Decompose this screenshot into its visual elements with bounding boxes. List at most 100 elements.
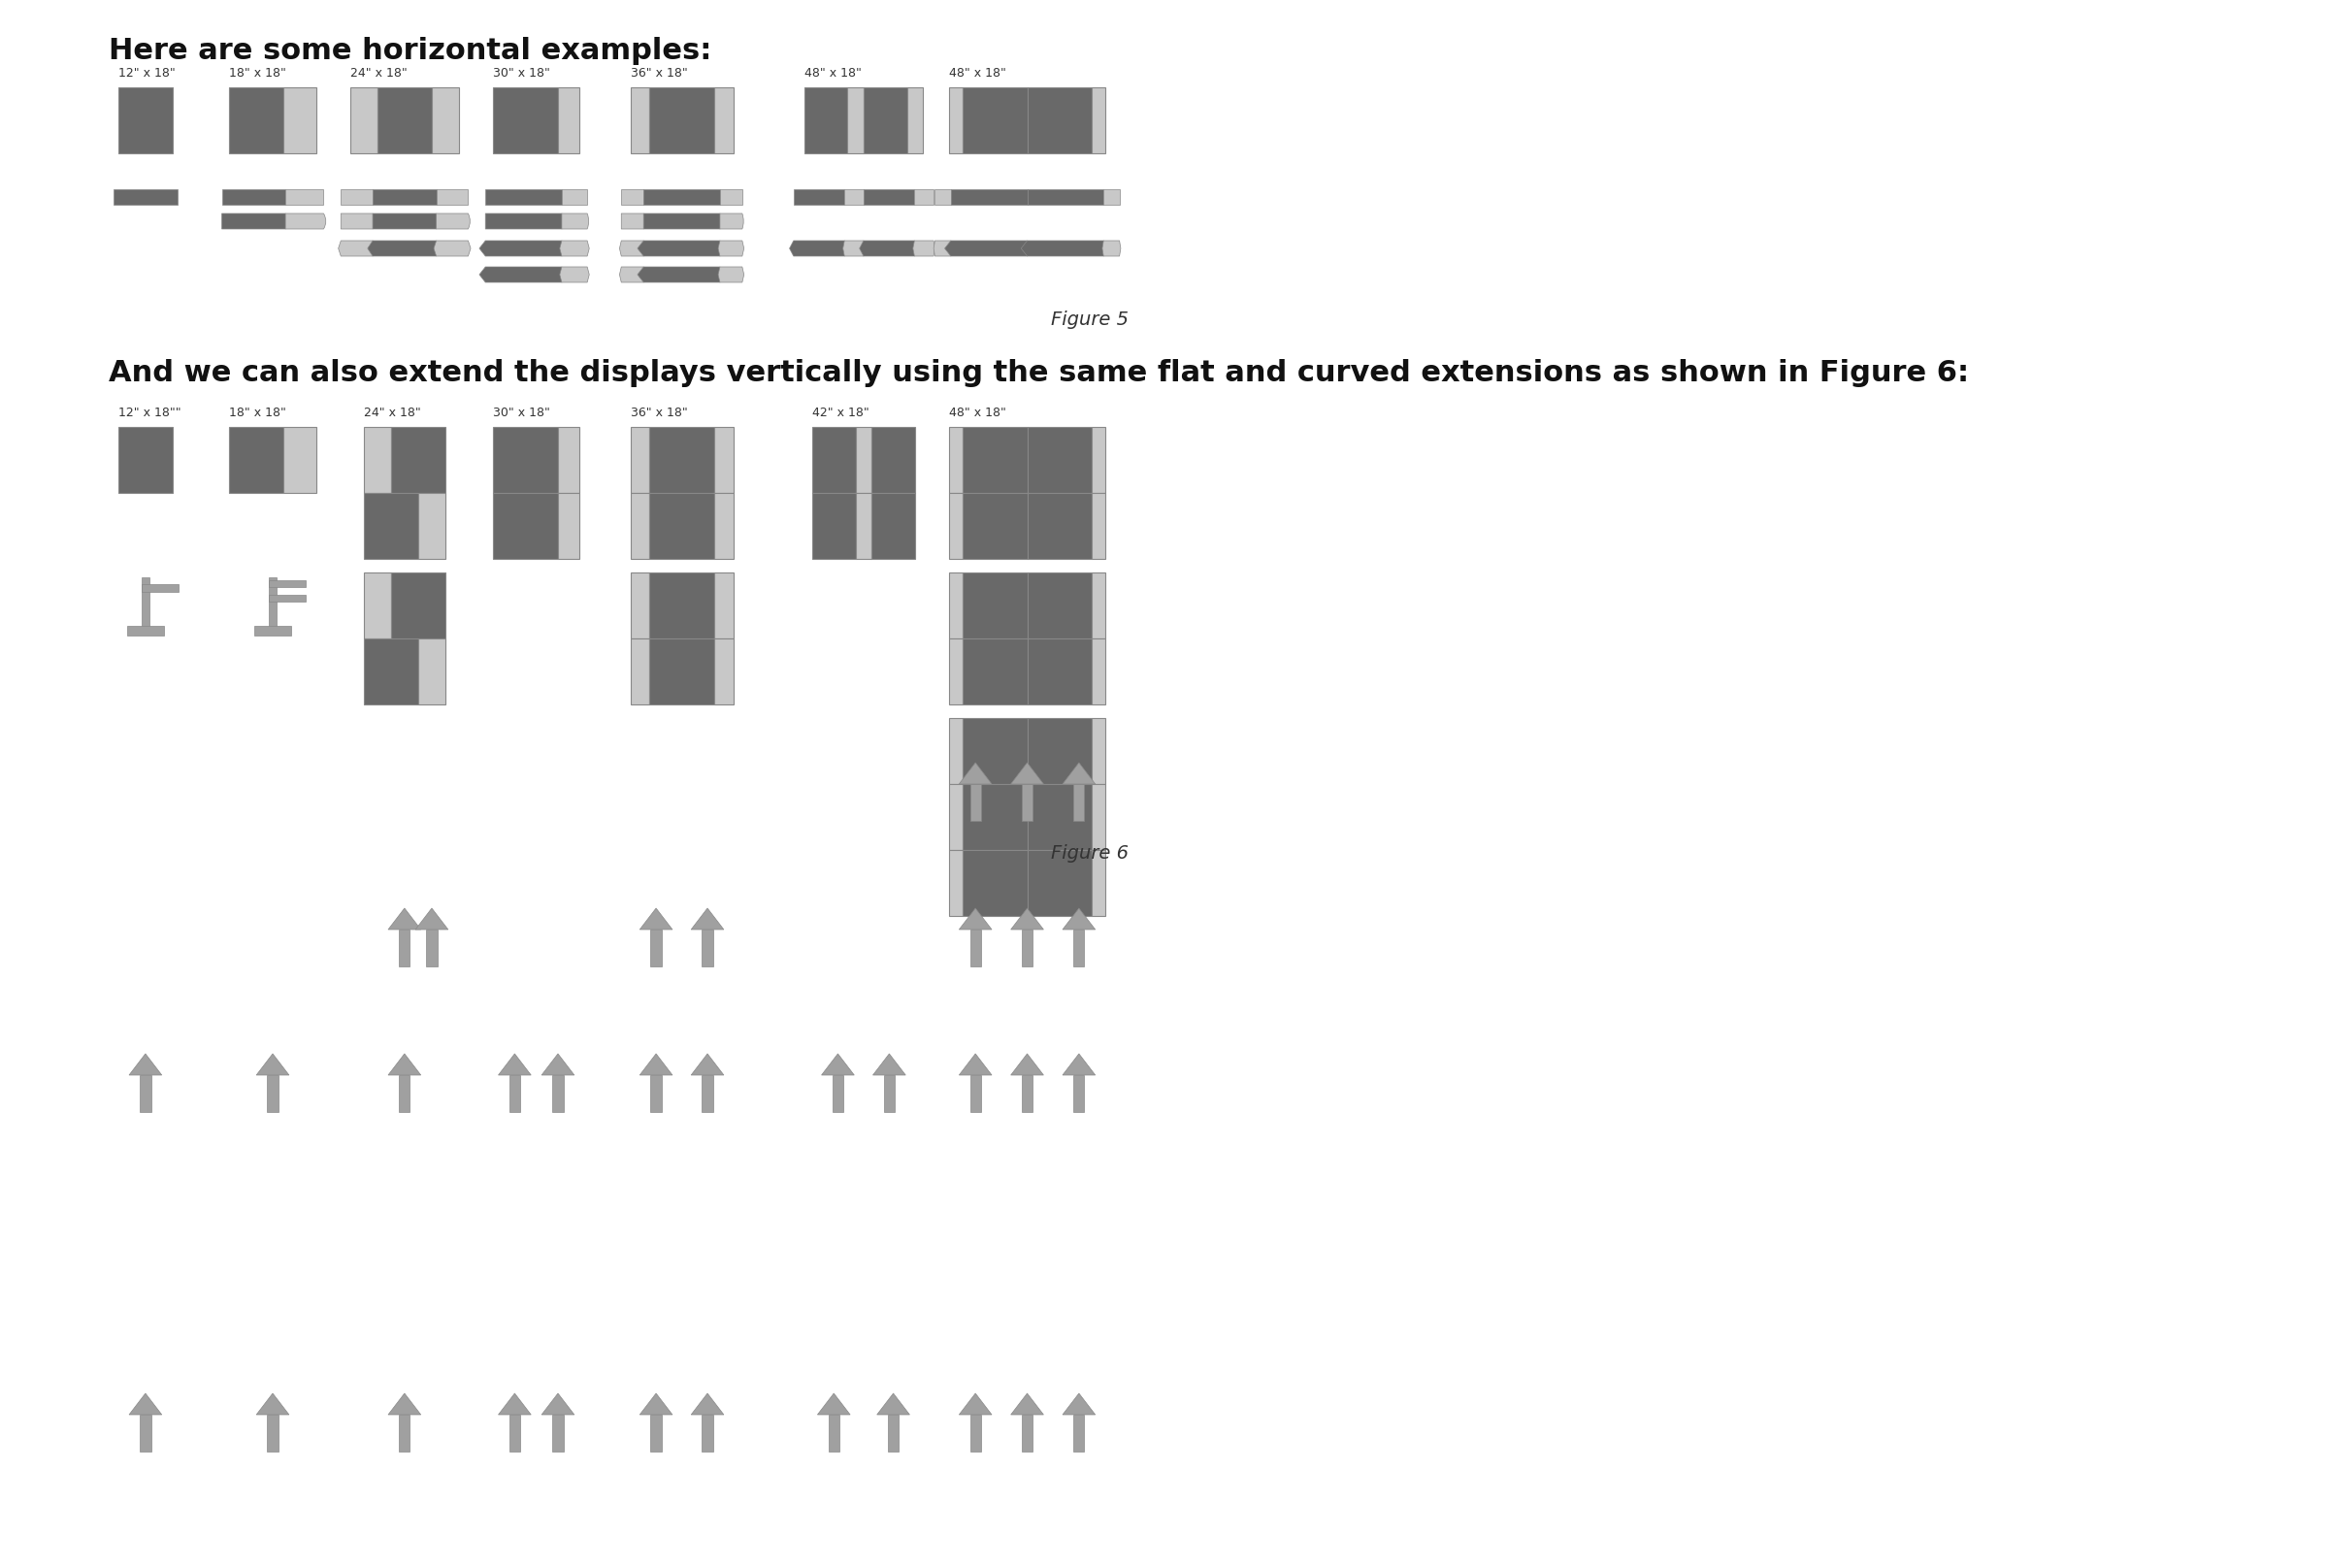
Bar (268, 1414, 279, 1452)
Bar (970, 1076, 982, 1112)
Bar (1022, 1076, 1033, 1112)
Bar (649, 492, 714, 558)
Polygon shape (959, 908, 991, 930)
PathPatch shape (719, 240, 745, 256)
Bar (1091, 492, 1105, 558)
Bar (1026, 572, 1091, 638)
PathPatch shape (621, 213, 645, 229)
Bar (631, 426, 649, 492)
Bar (142, 577, 149, 630)
Bar (631, 572, 649, 638)
Bar (652, 1076, 661, 1112)
PathPatch shape (479, 267, 568, 282)
Polygon shape (389, 1394, 421, 1414)
Bar (621, 190, 645, 205)
Bar (719, 190, 742, 205)
Polygon shape (1010, 1054, 1042, 1076)
Polygon shape (389, 908, 421, 930)
Text: 48" x 18": 48" x 18" (949, 406, 1005, 419)
PathPatch shape (286, 213, 326, 229)
Bar (649, 88, 714, 154)
PathPatch shape (638, 267, 726, 282)
Bar (1091, 718, 1105, 784)
Polygon shape (128, 1054, 163, 1076)
Polygon shape (542, 1394, 575, 1414)
Bar (1073, 1414, 1084, 1452)
Text: 30" x 18": 30" x 18" (493, 67, 549, 80)
Bar (391, 426, 444, 492)
Bar (949, 638, 963, 704)
Bar (114, 190, 177, 205)
Bar (963, 88, 1026, 154)
Bar (1026, 492, 1091, 558)
PathPatch shape (1022, 240, 1110, 256)
Bar (270, 580, 305, 586)
Bar (419, 638, 444, 704)
Bar (1091, 88, 1105, 154)
PathPatch shape (561, 240, 589, 256)
PathPatch shape (859, 240, 919, 256)
PathPatch shape (561, 267, 589, 282)
Bar (652, 930, 661, 966)
Bar (551, 1414, 563, 1452)
Bar (828, 1414, 840, 1452)
Bar (873, 426, 915, 492)
Polygon shape (691, 1394, 724, 1414)
PathPatch shape (337, 240, 375, 256)
Polygon shape (691, 908, 724, 930)
Bar (812, 492, 856, 558)
Bar (856, 492, 873, 558)
Bar (1091, 572, 1105, 638)
PathPatch shape (719, 213, 745, 229)
Bar (1022, 1414, 1033, 1452)
Bar (963, 850, 1026, 916)
Polygon shape (640, 1054, 673, 1076)
Bar (558, 492, 579, 558)
Text: 12" x 18": 12" x 18" (119, 67, 175, 80)
Bar (221, 190, 286, 205)
Bar (703, 930, 712, 966)
Polygon shape (1063, 908, 1096, 930)
Bar (1026, 718, 1091, 784)
Bar (889, 1414, 898, 1452)
Bar (551, 1076, 563, 1112)
PathPatch shape (561, 213, 589, 229)
Bar (1026, 784, 1091, 850)
Bar (952, 190, 1026, 205)
Polygon shape (959, 762, 991, 784)
Bar (493, 88, 558, 154)
PathPatch shape (719, 267, 745, 282)
Bar (377, 88, 430, 154)
Bar (649, 426, 714, 492)
Bar (254, 626, 291, 635)
Bar (915, 190, 933, 205)
Bar (652, 1414, 661, 1452)
Polygon shape (256, 1394, 289, 1414)
Text: 48" x 18": 48" x 18" (805, 67, 861, 80)
Text: 18" x 18": 18" x 18" (230, 67, 286, 80)
Bar (1091, 426, 1105, 492)
Bar (847, 88, 863, 154)
Bar (970, 930, 982, 966)
Polygon shape (1063, 1054, 1096, 1076)
Bar (714, 572, 733, 638)
Polygon shape (498, 1054, 531, 1076)
Bar (963, 572, 1026, 638)
Bar (268, 1076, 279, 1112)
Bar (1026, 190, 1103, 205)
Bar (856, 426, 873, 492)
Bar (970, 784, 982, 822)
Bar (1091, 784, 1105, 850)
Bar (949, 572, 963, 638)
Bar (833, 1076, 842, 1112)
Bar (119, 426, 172, 492)
PathPatch shape (638, 240, 726, 256)
Bar (426, 930, 437, 966)
Bar (363, 492, 419, 558)
Bar (270, 577, 277, 630)
PathPatch shape (433, 240, 470, 256)
Bar (140, 1076, 151, 1112)
Bar (805, 88, 847, 154)
Bar (351, 88, 377, 154)
Bar (398, 930, 410, 966)
